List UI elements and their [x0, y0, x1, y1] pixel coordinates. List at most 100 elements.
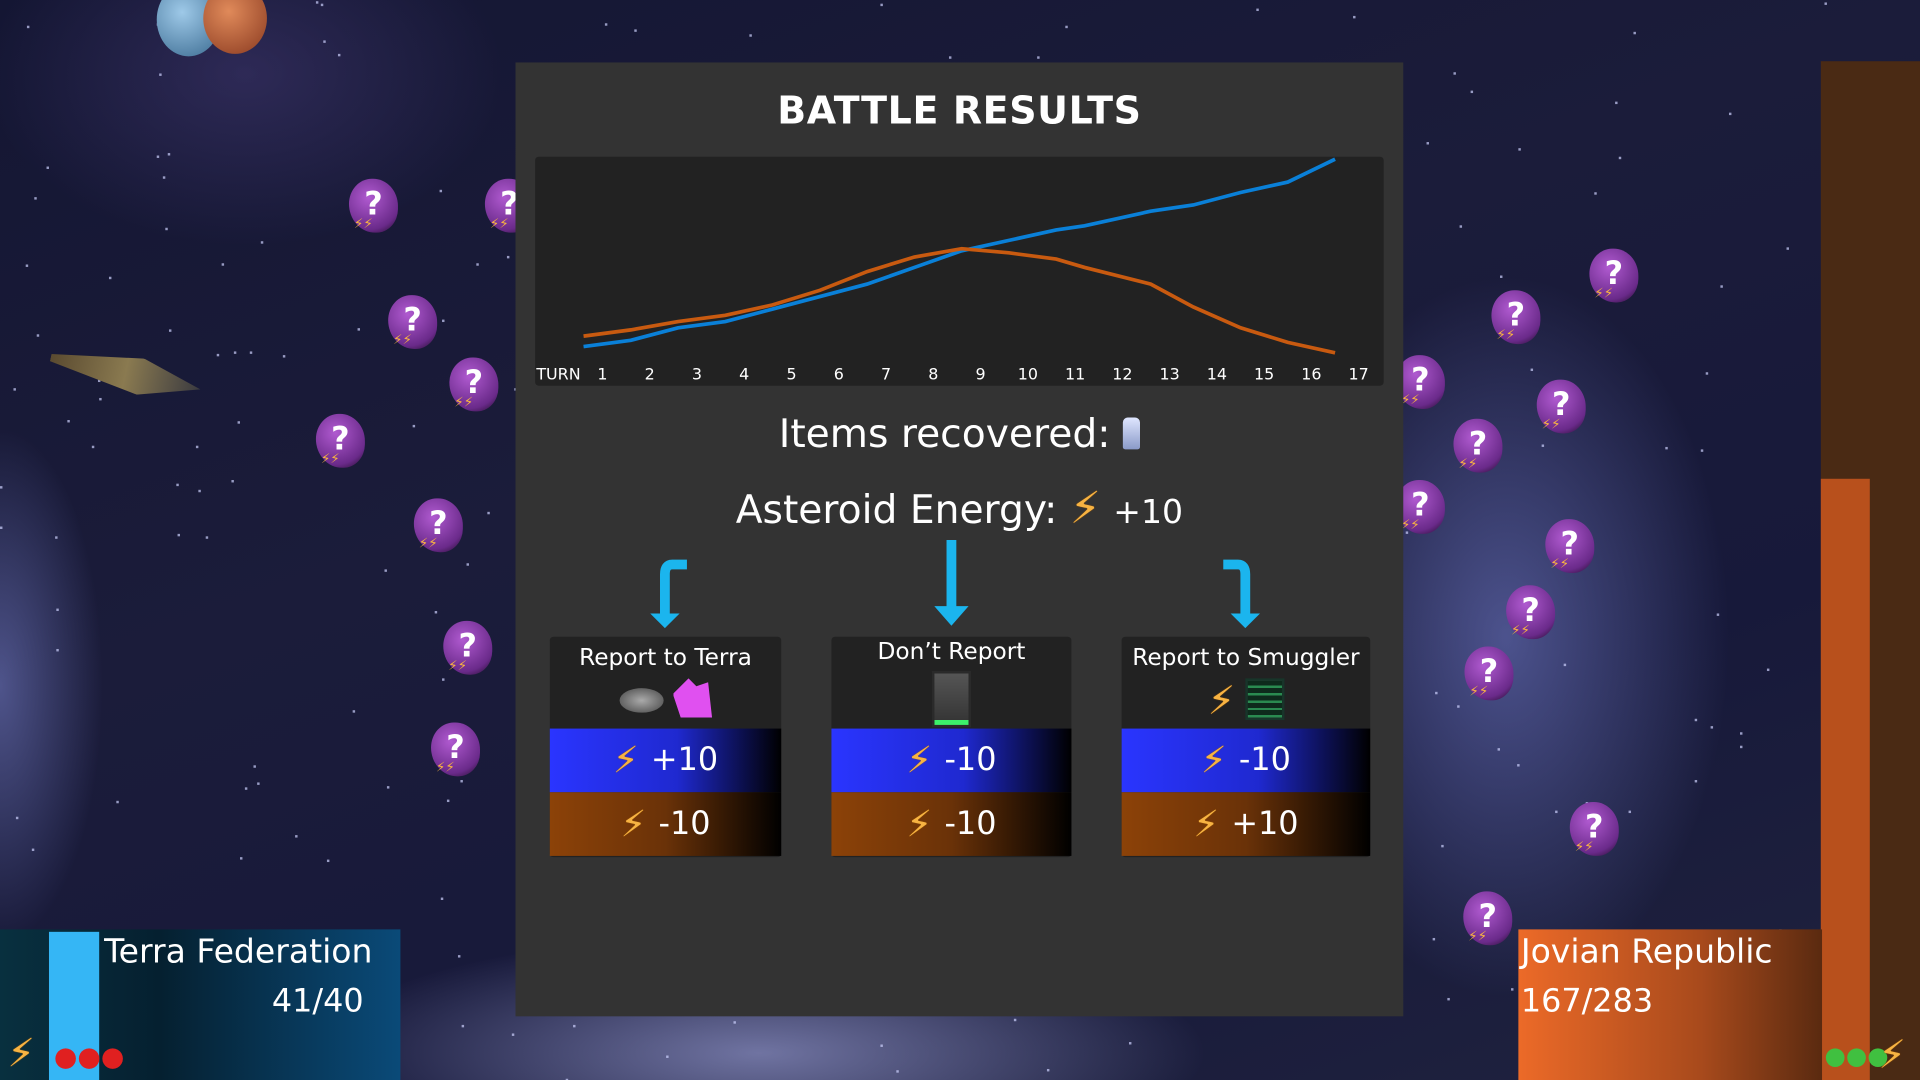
planet-red [203, 0, 267, 54]
terra-effect: ⚡ +10 [549, 728, 782, 793]
star [948, 56, 951, 59]
option-label: Report to Smuggler [1132, 644, 1360, 672]
star [1129, 1041, 1132, 1045]
star [338, 54, 341, 57]
star [442, 319, 445, 323]
option-dont-report[interactable]: Don’t Report ⚡ -10 ⚡ -10 [831, 636, 1072, 858]
star [1716, 613, 1720, 617]
star [1740, 732, 1743, 735]
terra-effect-value: -10 [944, 742, 997, 779]
mystery-asteroid[interactable]: ? [315, 413, 365, 485]
star [573, 1024, 577, 1028]
series-line-1 [583, 246, 1336, 355]
star [36, 334, 40, 338]
jovian-republic-panel: Jovian Republic 167/283 [1518, 929, 1823, 1080]
star [1665, 447, 1668, 450]
x-tick-label: 3 [692, 365, 702, 384]
star [34, 197, 38, 200]
mystery-asteroid[interactable]: ? [1536, 379, 1586, 451]
star [1426, 142, 1430, 145]
star [205, 536, 209, 539]
star [1695, 719, 1698, 722]
player-ship [47, 340, 204, 408]
star [1037, 56, 1040, 60]
star [32, 849, 35, 852]
star [486, 512, 490, 515]
faction-name: Terra Federation [104, 933, 373, 972]
energy-label: Asteroid Energy: [735, 486, 1058, 533]
star [231, 479, 235, 483]
star [261, 241, 264, 245]
mystery-asteroid[interactable]: ? [443, 620, 493, 692]
star [244, 786, 247, 790]
mystery-asteroid[interactable]: ? [1589, 248, 1639, 320]
jovian-energy-fill [1820, 478, 1870, 1080]
option-report-to-terra[interactable]: Report to Terra ⚡ +10 ⚡ -10 [549, 636, 782, 858]
star [1766, 668, 1770, 672]
star [1517, 147, 1521, 151]
x-tick-label: 9 [976, 365, 986, 384]
star [99, 398, 102, 401]
mystery-asteroid[interactable]: ? [1464, 646, 1514, 718]
star [506, 255, 510, 259]
mystery-asteroid[interactable]: ? [1545, 519, 1595, 590]
modal-title: BATTLE RESULTS [777, 89, 1142, 134]
star [665, 1055, 669, 1059]
population-icon: ●●● [1824, 1040, 1889, 1071]
star [116, 800, 119, 804]
energy-bolt-icon: ⚡ [1193, 802, 1220, 846]
x-tick-label: 2 [645, 365, 655, 384]
option-report-to-smuggler[interactable]: Report to Smuggler ⚡ ⚡ -10 ⚡ +10 [1121, 636, 1371, 858]
star [447, 799, 450, 802]
x-tick-label: 8 [928, 365, 938, 384]
terra-effect: ⚡ -10 [1121, 728, 1371, 793]
star [237, 421, 241, 424]
energy-bolt-icon: ⚡ [906, 738, 933, 782]
terra-effect-value: +10 [650, 742, 719, 779]
mystery-asteroid[interactable]: ? [449, 357, 499, 429]
star [108, 277, 112, 280]
star [1594, 192, 1597, 196]
items-label: Items recovered: [778, 410, 1111, 457]
ship-part-icon [1122, 417, 1141, 450]
option-label: Don’t Report [877, 637, 1026, 665]
x-axis-label: TURN [535, 365, 580, 384]
mystery-asteroid[interactable]: ? [1506, 585, 1556, 656]
mystery-asteroid[interactable]: ? [1395, 480, 1445, 551]
star [1786, 247, 1790, 250]
star [16, 816, 19, 820]
star [413, 425, 416, 428]
mystery-asteroid[interactable]: ? [1463, 891, 1513, 962]
star [1530, 368, 1533, 371]
x-tick-label: 11 [1065, 365, 1085, 384]
star [634, 29, 638, 33]
jovian-effect-value: -10 [658, 805, 711, 843]
star [1447, 998, 1450, 1001]
star [441, 896, 444, 900]
mystery-asteroid[interactable]: ? [1395, 355, 1445, 426]
star [320, 3, 324, 6]
mystery-asteroid[interactable]: ? [348, 178, 398, 250]
series-line-0 [583, 157, 1336, 349]
mystery-asteroid[interactable]: ? [1569, 802, 1619, 873]
star [1046, 1069, 1049, 1072]
star [460, 780, 464, 783]
star [1497, 748, 1501, 751]
star [1453, 71, 1457, 75]
x-tick-label: 13 [1160, 365, 1180, 384]
star [163, 176, 166, 179]
star [439, 189, 443, 192]
mystery-asteroid[interactable]: ? [1491, 290, 1541, 361]
star [294, 834, 298, 838]
mystery-asteroid[interactable]: ? [413, 498, 463, 569]
jovian-effect: ⚡ +10 [1121, 792, 1371, 856]
mystery-asteroid[interactable]: ? [388, 295, 438, 366]
mystery-asteroid[interactable]: ? [431, 722, 481, 793]
x-tick-label: 7 [881, 365, 891, 384]
x-tick-label: 15 [1254, 365, 1274, 384]
mystery-asteroid[interactable]: ? [1453, 418, 1503, 490]
star [1013, 1018, 1017, 1021]
star [748, 34, 752, 37]
star [27, 25, 30, 28]
star [55, 536, 59, 540]
